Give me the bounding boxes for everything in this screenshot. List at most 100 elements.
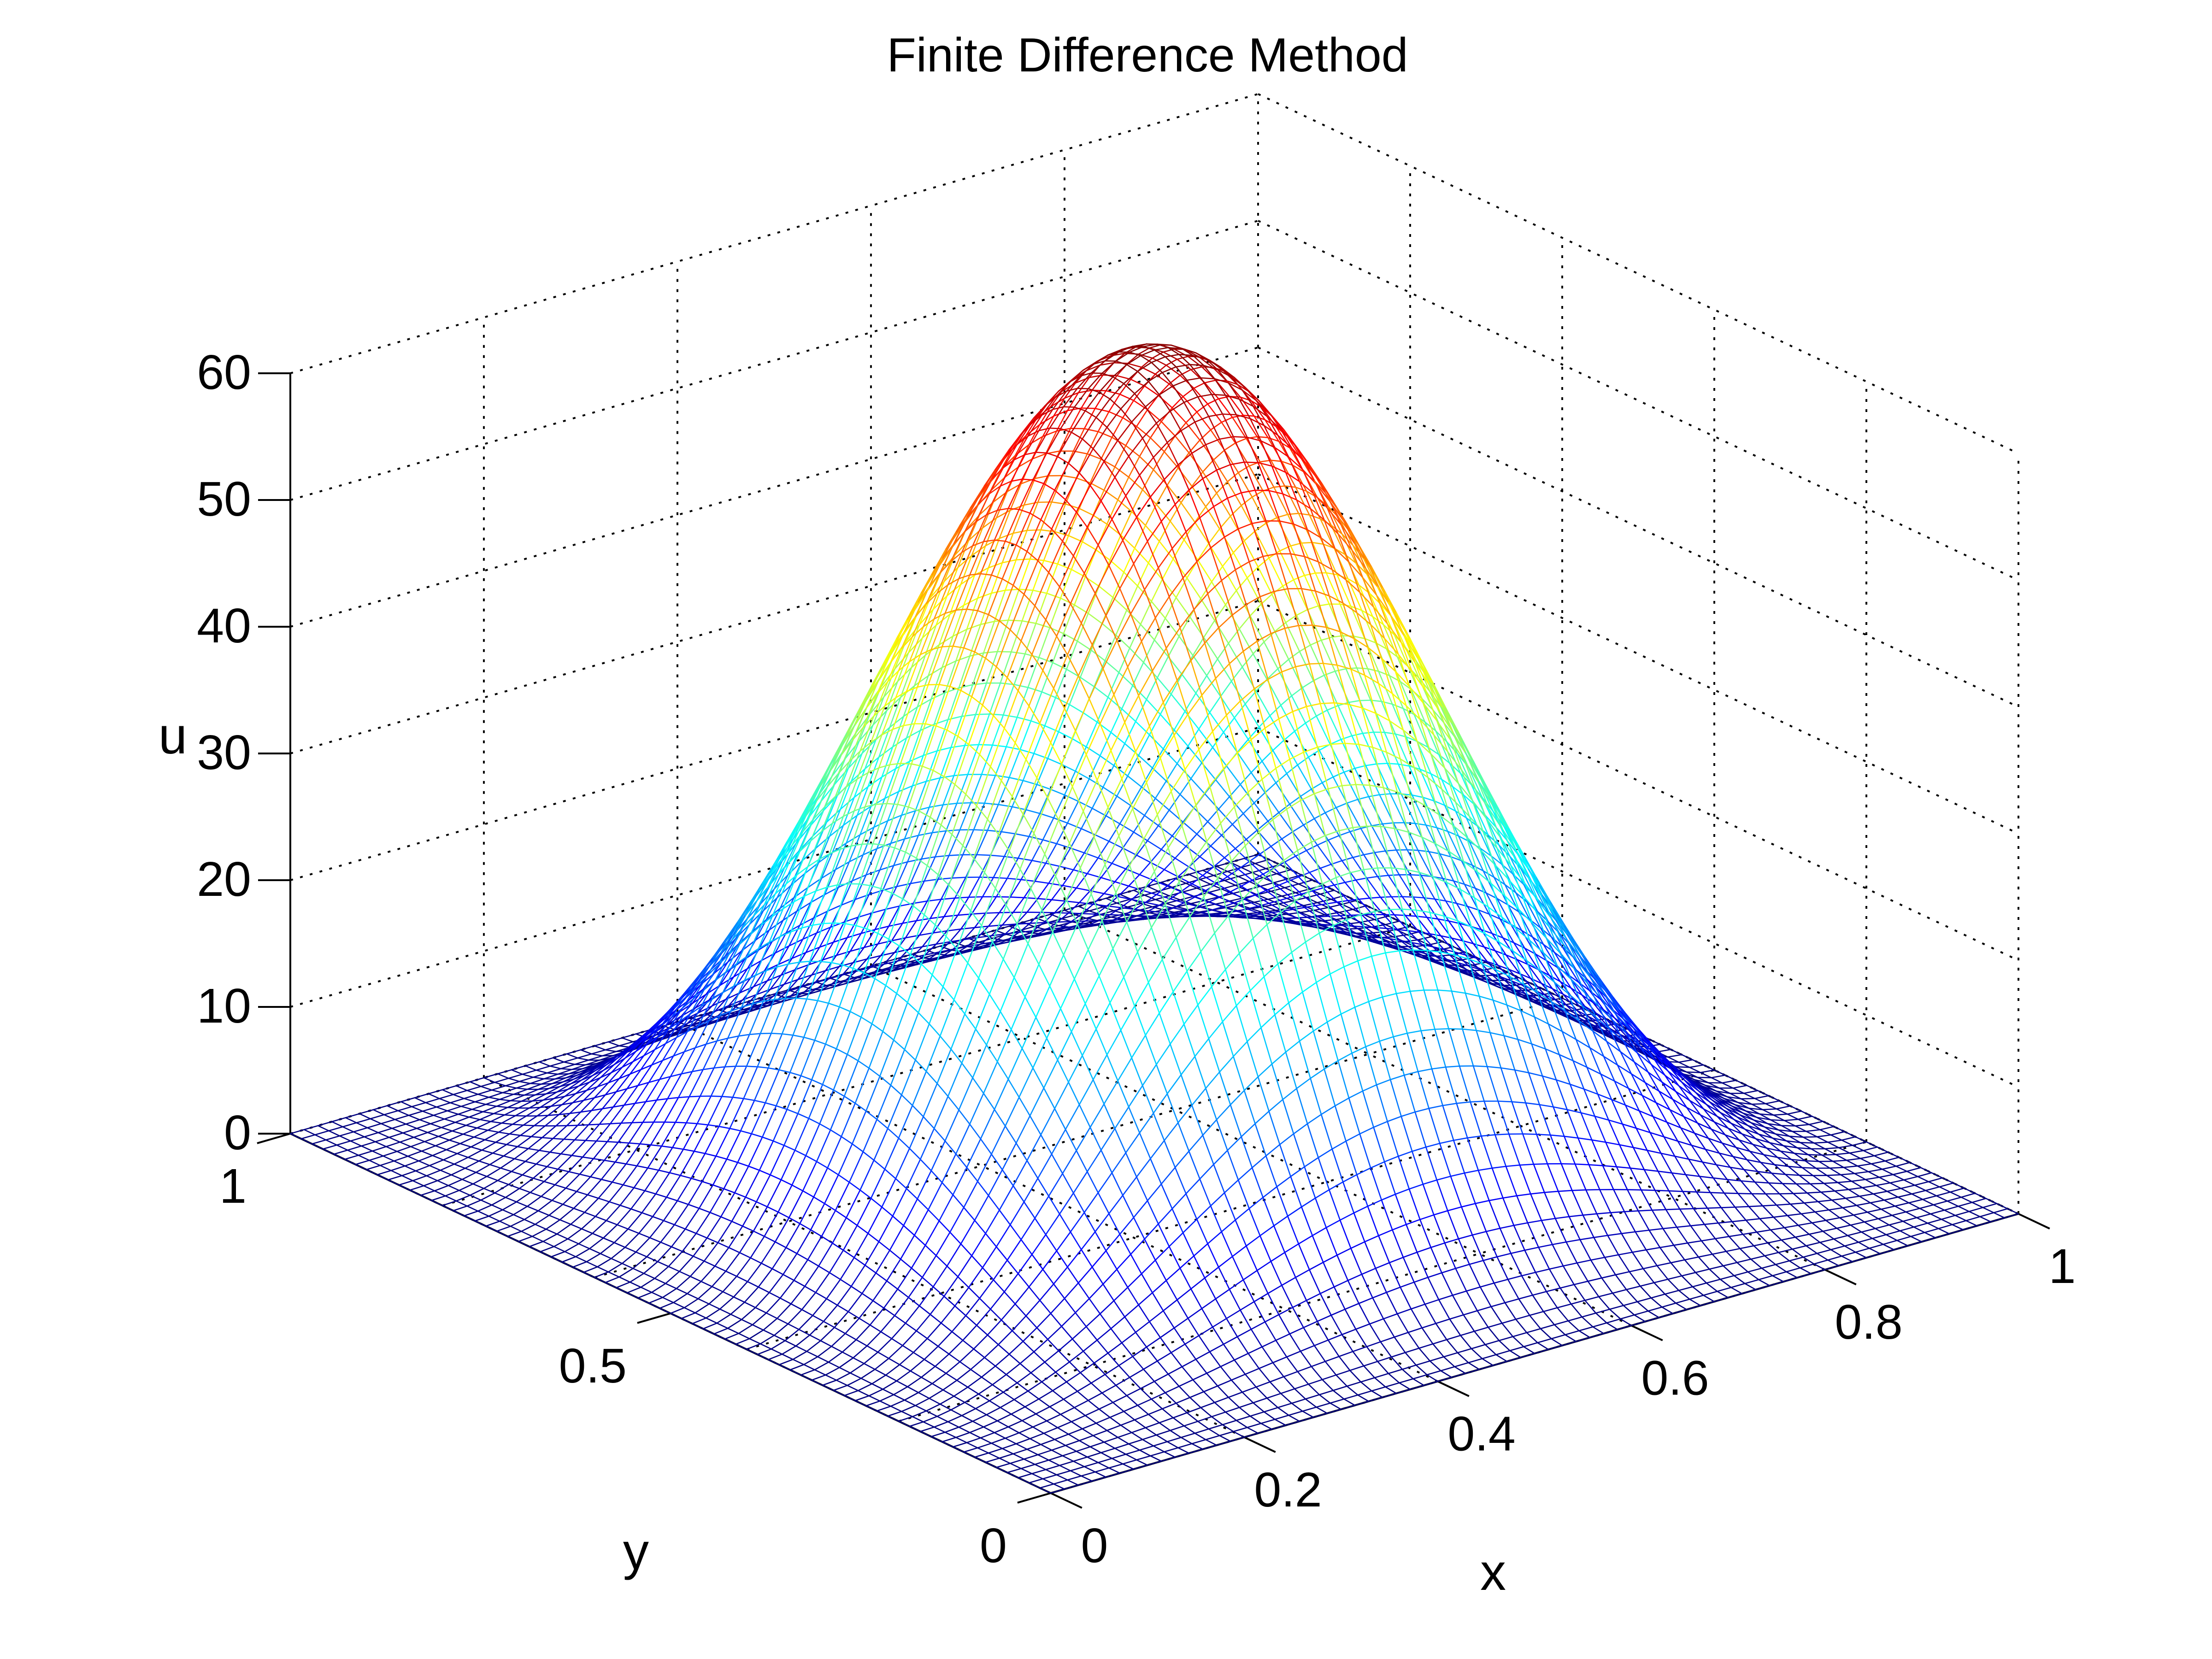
mesh-segment — [589, 1248, 601, 1254]
mesh-segment — [517, 1146, 529, 1149]
mesh-segment — [536, 1106, 552, 1117]
mesh-segment — [683, 1012, 699, 1021]
mesh-segment — [575, 1081, 590, 1094]
mesh-segment — [670, 1312, 682, 1319]
mesh-segment — [480, 1199, 493, 1206]
mesh-segment — [759, 888, 775, 905]
mesh-segment — [528, 1148, 540, 1151]
mesh-segment — [382, 1155, 395, 1162]
mesh-segment — [674, 1204, 689, 1225]
mesh-segment — [492, 1144, 507, 1154]
mesh-segment — [484, 1131, 500, 1141]
mesh-segment — [689, 1276, 702, 1282]
mesh-segment — [711, 1271, 727, 1288]
mesh-segment — [576, 1191, 588, 1196]
mesh-segment — [671, 997, 686, 1018]
mesh-segment — [631, 1122, 644, 1124]
mesh-segment — [723, 1188, 735, 1194]
mesh-segment — [434, 1190, 446, 1197]
mesh-segment — [350, 1136, 365, 1142]
mesh-segment — [714, 971, 727, 982]
mesh-segment — [565, 1071, 581, 1079]
mesh-segment — [407, 1155, 419, 1162]
mesh-segment — [577, 1057, 589, 1061]
mesh-segment — [607, 1066, 623, 1083]
mesh-segment — [385, 1146, 398, 1152]
mesh-segment — [613, 1242, 626, 1248]
mesh-segment — [600, 1242, 615, 1254]
mesh-segment — [691, 1043, 707, 1072]
mesh-segment — [477, 1094, 489, 1098]
mesh-segment — [928, 684, 940, 686]
mesh-segment — [322, 1144, 338, 1150]
mesh-segment — [532, 1077, 545, 1080]
mesh-segment — [679, 998, 694, 1022]
mesh-segment — [518, 1188, 531, 1193]
mesh-segment — [456, 1146, 472, 1154]
mesh-segment — [520, 1125, 535, 1136]
mesh-segment — [676, 1288, 688, 1294]
mesh-segment — [522, 1174, 534, 1179]
mesh-segment — [728, 943, 741, 955]
mesh-segment — [529, 1192, 542, 1197]
mesh-segment — [886, 803, 899, 805]
mesh-segment — [647, 1145, 662, 1169]
mesh-segment — [416, 1128, 429, 1133]
mesh-segment — [377, 1132, 390, 1138]
mesh-segment — [561, 1256, 577, 1263]
mesh-segment — [527, 1083, 542, 1090]
mesh-segment — [715, 1128, 730, 1157]
mesh-segment — [611, 1247, 626, 1259]
mesh-segment — [580, 1097, 595, 1113]
mesh-segment — [518, 1081, 531, 1084]
mesh-segment — [511, 1069, 523, 1075]
mesh-segment — [723, 1013, 735, 1020]
mesh-segment — [575, 1256, 588, 1263]
mesh-segment — [737, 1133, 752, 1163]
mesh-segment — [382, 1151, 398, 1157]
mesh-segment — [560, 1068, 572, 1071]
mesh-segment — [628, 1142, 641, 1145]
mesh-segment — [571, 1140, 586, 1156]
mesh-segment — [506, 1135, 521, 1145]
mesh-segment — [618, 1073, 631, 1079]
mesh-segment — [415, 1165, 430, 1172]
mesh-segment — [672, 1147, 684, 1150]
mesh-segment — [665, 1037, 677, 1044]
mesh-segment — [693, 989, 705, 1000]
mesh-segment — [438, 1135, 450, 1141]
mesh-segment — [453, 1210, 465, 1217]
mesh-segment — [423, 1185, 435, 1192]
mesh-segment — [726, 1130, 741, 1160]
mesh-segment — [787, 985, 803, 991]
mesh-segment — [463, 1098, 476, 1103]
mesh-segment — [646, 1025, 661, 1045]
mesh-segment — [464, 1167, 477, 1173]
mesh-segment — [771, 883, 787, 918]
mesh-segment — [487, 1130, 500, 1133]
mesh-segment — [718, 1126, 730, 1129]
mesh-segment — [572, 1261, 588, 1268]
mesh-segment — [724, 1065, 736, 1068]
mesh-segment — [418, 1160, 430, 1166]
mesh-segment — [521, 1230, 533, 1237]
mesh-segment — [447, 1185, 460, 1191]
mesh-segment — [687, 1293, 699, 1300]
mesh-segment — [535, 1214, 550, 1225]
mesh-segment — [554, 1171, 570, 1186]
mesh-segment — [615, 1088, 628, 1093]
mesh-segment — [640, 1064, 653, 1071]
mesh-segment — [489, 1164, 501, 1169]
mesh-segment — [710, 1066, 726, 1097]
mesh-segment — [541, 1137, 554, 1139]
mesh-segment — [591, 1108, 603, 1112]
mesh-segment — [669, 1172, 681, 1176]
mesh-segment — [763, 999, 775, 1002]
mesh-segment — [662, 1297, 674, 1303]
mesh-segment — [534, 1115, 549, 1126]
mesh-segment — [717, 1242, 729, 1248]
y-tick-mark — [257, 1133, 291, 1144]
mesh-segment — [805, 932, 818, 953]
mesh-segment — [546, 1072, 559, 1075]
mesh-segment — [379, 1165, 392, 1171]
